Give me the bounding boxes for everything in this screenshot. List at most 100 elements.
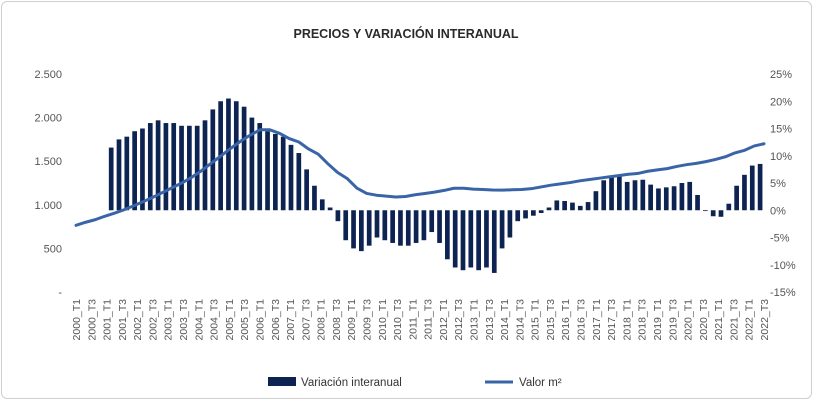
- legend-label-variacion: Variación interanual: [301, 377, 402, 389]
- x-tick-label: 2022_T1: [744, 299, 756, 341]
- x-tick-label: 2006_T1: [254, 299, 266, 341]
- bar: [531, 210, 536, 216]
- bar: [445, 210, 450, 260]
- right-tick-label: -15%: [770, 287, 796, 299]
- bar: [749, 165, 755, 211]
- left-tick-label: 1.500: [34, 156, 62, 168]
- bar: [468, 210, 474, 268]
- bar: [499, 210, 505, 249]
- x-tick-label: 2014_T1: [499, 299, 511, 341]
- x-tick-label: 2015_T3: [545, 299, 557, 341]
- bar: [663, 187, 669, 211]
- bar: [390, 210, 395, 243]
- bar: [319, 199, 325, 211]
- x-tick-label: 2019_T1: [652, 299, 664, 341]
- bar: [405, 210, 411, 246]
- x-tick-label: 2012_T1: [438, 299, 450, 341]
- bar: [476, 210, 481, 271]
- x-tick-label: 2013_T1: [469, 299, 481, 341]
- bar: [437, 210, 442, 243]
- bar: [726, 203, 732, 211]
- x-tick-label: 2009_T3: [361, 299, 373, 341]
- x-tick-label: 2012_T3: [453, 299, 465, 341]
- bar: [648, 184, 653, 211]
- bar: [202, 120, 208, 211]
- bar: [140, 128, 145, 211]
- right-tick-label: 5%: [770, 178, 786, 190]
- bar: [366, 210, 372, 246]
- bar: [187, 125, 192, 211]
- bar: [523, 210, 528, 219]
- x-tick-label: 2003_T1: [163, 299, 175, 341]
- right-axis: 25% 20% 15% 10% 5% 0% -5% -10% -15%: [770, 69, 796, 299]
- bar: [429, 210, 435, 233]
- x-tick-label: 2014_T3: [514, 299, 526, 341]
- x-tick-label: 2002_T3: [147, 299, 159, 341]
- x-tick-label: 2000_T1: [71, 299, 83, 341]
- x-tick-label: 2007_T3: [300, 299, 312, 341]
- bar: [257, 123, 263, 211]
- bar: [241, 106, 247, 211]
- bar: [632, 180, 638, 211]
- bar: [124, 136, 130, 211]
- bar: [335, 210, 341, 222]
- x-tick-label: 2010_T3: [392, 299, 404, 341]
- x-tick-label: 2013_T3: [484, 299, 496, 341]
- x-tick-label: 2016_T3: [576, 299, 588, 341]
- bar: [226, 98, 231, 211]
- bar: [398, 210, 403, 246]
- x-tick-label: 2015_T1: [530, 299, 542, 341]
- bar-series-variacion-interanual: [108, 98, 763, 273]
- bar: [554, 200, 560, 211]
- bar: [421, 210, 427, 241]
- bar: [617, 176, 622, 211]
- bar: [695, 194, 700, 211]
- bar: [163, 123, 169, 211]
- bar: [132, 131, 137, 211]
- x-tick-label: 2011_T3: [423, 299, 435, 340]
- bar: [757, 163, 763, 211]
- bar: [703, 210, 708, 212]
- x-tick-label: 2004_T3: [209, 299, 221, 341]
- bar: [515, 210, 521, 222]
- x-tick-label: 2020_T3: [698, 299, 710, 341]
- bar: [538, 210, 544, 213]
- bar: [484, 210, 489, 268]
- bar: [671, 186, 677, 211]
- bar: [343, 210, 349, 241]
- line-valor-m2: [74, 128, 766, 227]
- bar: [624, 181, 630, 211]
- legend-label-valor: Valor m²: [519, 377, 562, 389]
- x-tick-label: 2016_T1: [560, 299, 572, 341]
- x-tick-label: 2005_T1: [224, 299, 236, 341]
- left-tick-label: -: [58, 287, 62, 299]
- bar: [546, 207, 552, 211]
- bar: [288, 144, 294, 211]
- left-tick-label: 1.000: [34, 200, 62, 212]
- bar: [687, 181, 693, 211]
- bar: [249, 117, 255, 211]
- x-tick-label: 2019_T3: [667, 299, 679, 341]
- x-tick-label: 2007_T1: [285, 299, 297, 341]
- bar: [640, 179, 646, 211]
- bar: [147, 123, 153, 211]
- x-tick-label: 2017_T1: [591, 299, 603, 341]
- bar: [577, 205, 583, 211]
- right-tick-label: -5%: [770, 233, 790, 245]
- left-axis: 2.500 2.000 1.500 1.000 500 -: [34, 69, 62, 299]
- right-tick-label: 15%: [770, 124, 792, 136]
- x-tick-label: 2008_T1: [316, 299, 328, 341]
- bar: [452, 210, 458, 268]
- bar: [656, 188, 661, 211]
- bar: [265, 131, 270, 211]
- x-tick-label: 2004_T1: [193, 299, 205, 341]
- bar: [601, 180, 607, 211]
- left-tick-label: 2.000: [34, 113, 62, 125]
- x-tick-label: 2000_T3: [86, 299, 98, 341]
- bar: [382, 210, 388, 241]
- x-tick-label: 2008_T3: [331, 299, 343, 341]
- bar: [233, 101, 239, 211]
- bar: [374, 210, 380, 238]
- bar: [155, 120, 161, 211]
